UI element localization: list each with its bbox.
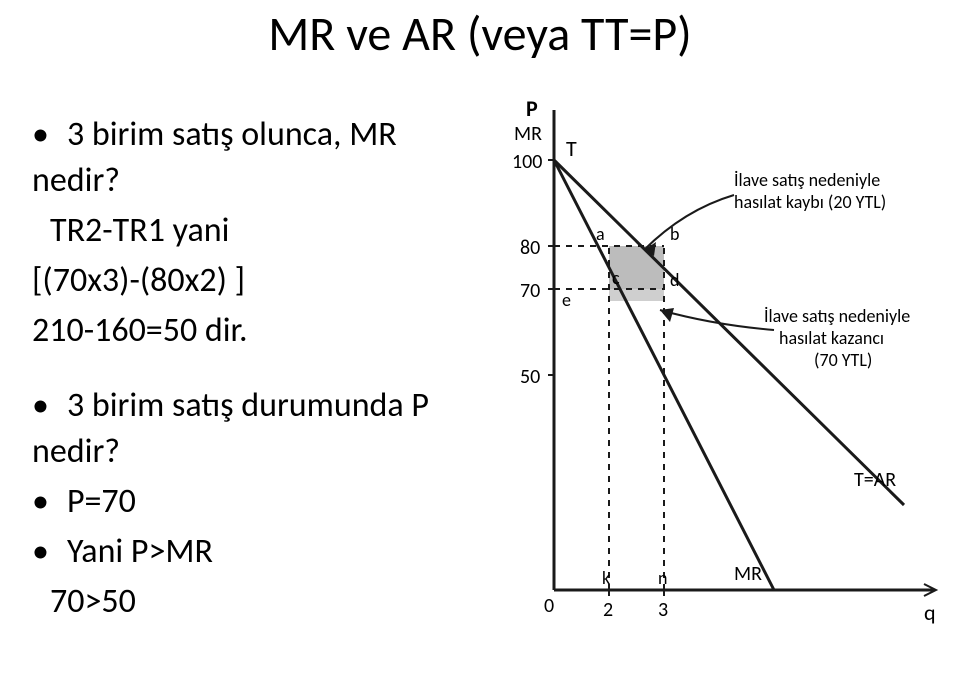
bullet-list: 3 birim satış olunca, MR nedir? TR2-TR1 …: [32, 112, 472, 629]
bullet-3: P=70: [32, 479, 472, 525]
ytick-label-100: 100: [512, 150, 542, 174]
ylabel-p: P: [526, 100, 538, 122]
bullet-2: 3 birim satış durumunda P nedir?: [32, 383, 472, 475]
bullet-1: 3 birim satış olunca, MR nedir?: [32, 112, 472, 204]
point-a: a: [596, 223, 605, 245]
chart: P MR 100 80 70 50 2 3 0 q T a b c d e k …: [484, 100, 944, 640]
line-2: TR2-TR1 yani: [32, 208, 472, 254]
callout2-arrowhead: [660, 308, 674, 322]
ylabel-mr: MR: [514, 122, 542, 146]
point-e: e: [562, 289, 571, 311]
page-title: MR ve AR (veya TT=P): [0, 4, 960, 63]
callout2-line3: (70 YTL): [814, 349, 872, 371]
xlabel: q: [924, 599, 936, 626]
callout1-line2: hasılat kaybı (20 YTL): [734, 191, 886, 213]
bullet-4: Yani P>MR: [32, 529, 472, 575]
callout1-line1: İlave satış nedeniyle: [734, 169, 880, 191]
point-t: T: [566, 135, 577, 162]
xtick-label-3: 3: [658, 598, 668, 622]
ytick-label-80: 80: [520, 236, 540, 260]
ytick-label-70: 70: [520, 279, 540, 303]
point-n: n: [658, 567, 667, 589]
point-k: k: [602, 567, 610, 589]
shade-col: [609, 289, 664, 301]
line-5: 70>50: [32, 579, 472, 625]
point-c: c: [612, 267, 620, 289]
callout2-line2: hasılat kazancı: [779, 327, 884, 349]
ytick-label-50: 50: [520, 365, 540, 389]
label-MR: MR: [734, 562, 762, 586]
label-TAR: T=AR: [854, 468, 896, 492]
line-3: [(70x3)-(80x2) ]: [32, 258, 472, 304]
callout2-line1: İlave satış nedeniyle: [764, 305, 910, 327]
callout1-arrow: [644, 195, 734, 250]
originmark: 0: [544, 594, 554, 618]
xtick-label-2: 2: [603, 598, 613, 622]
point-d: d: [670, 269, 679, 291]
line-4: 210-160=50 dir.: [32, 308, 472, 354]
